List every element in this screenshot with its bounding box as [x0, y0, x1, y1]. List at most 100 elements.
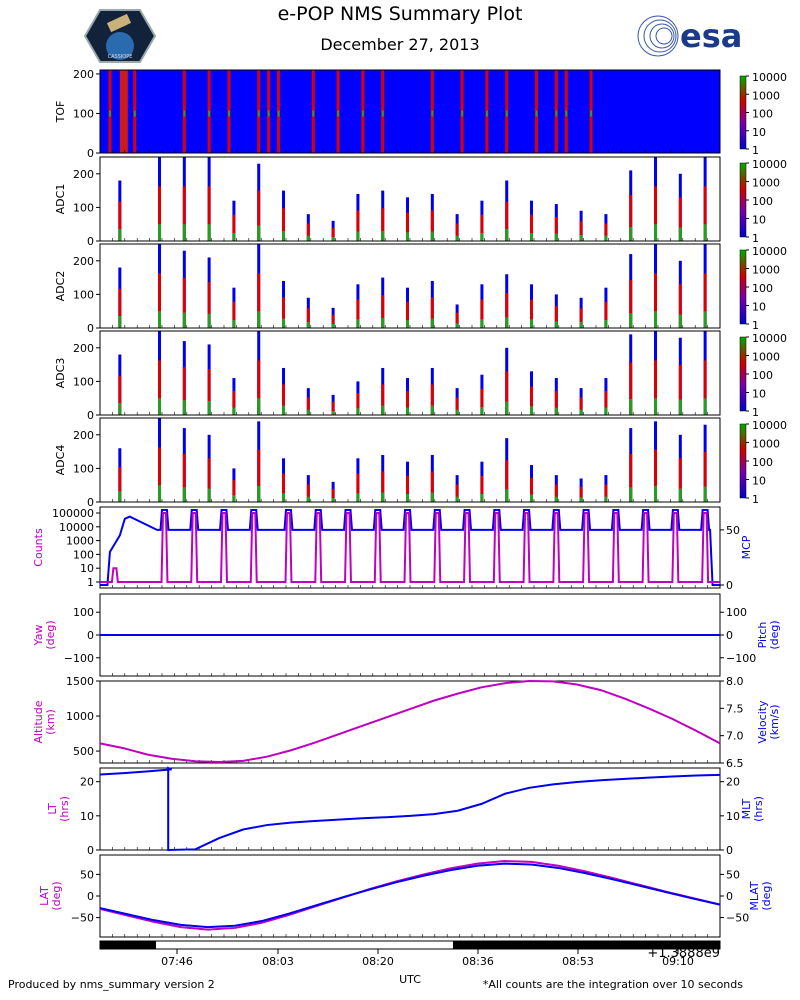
adc-burst-red — [703, 186, 707, 241]
adc-burst-green — [703, 398, 707, 415]
pitch-tick-label: 100 — [726, 606, 747, 619]
adc-burst-red — [381, 471, 385, 502]
adc-burst-red — [678, 197, 682, 241]
velocity-axis-label: Velocity(km/s) — [756, 700, 781, 744]
panel-frame-3 — [99, 330, 721, 416]
counts-axis-label: Counts — [32, 528, 45, 567]
adc-burst-green — [604, 407, 608, 415]
colorbar-label: 10000 — [752, 332, 787, 345]
adc-burst-red — [381, 384, 385, 415]
adc-burst-red — [257, 190, 261, 241]
colorbar-1: 10000 1000 100 10 1 — [739, 158, 787, 245]
adc-burst-red — [480, 214, 484, 241]
adc-burst-green — [480, 232, 484, 241]
y-tick-label: 0 — [87, 147, 94, 160]
adc-burst-green — [703, 486, 707, 502]
colorbar-strip — [739, 423, 747, 499]
tof-early-band — [119, 70, 128, 153]
adc-burst-green — [381, 230, 385, 241]
adc-burst-red — [455, 312, 459, 328]
adc-burst-green — [604, 496, 608, 502]
adc-burst-red — [654, 360, 658, 415]
adc-burst-red — [530, 299, 534, 328]
adc-burst-red — [207, 282, 211, 328]
adc-burst-green — [654, 398, 658, 415]
adc-burst-green — [232, 232, 236, 241]
mlat-tick-label: 0 — [726, 890, 733, 903]
adc-burst-green — [703, 224, 707, 241]
yaw-tick-label: −100 — [64, 652, 94, 665]
adc-burst-red — [118, 467, 122, 502]
counts-tick-label: 10000 — [59, 521, 94, 534]
lt-tick-label: 10 — [80, 810, 94, 823]
adc-burst-green — [331, 410, 335, 415]
mlat-tick-label: −50 — [726, 912, 749, 925]
adc-burst-green — [306, 235, 310, 241]
adc-burst-green — [530, 494, 534, 502]
adc-burst-green — [554, 321, 558, 328]
adc-burst-red — [306, 308, 310, 328]
adc-burst-green — [406, 407, 410, 415]
adc-burst-green — [530, 232, 534, 241]
counts-tick-label: 1000 — [66, 535, 94, 548]
adc-burst-green — [207, 313, 211, 328]
velocity-tick-label: 7.5 — [726, 702, 744, 715]
adc-burst-green — [356, 319, 360, 328]
adc-burst-red — [356, 473, 360, 502]
adc-burst-red — [182, 277, 186, 328]
adc-burst-green — [118, 228, 122, 241]
adc-burst-red — [703, 360, 707, 415]
adc-burst-green — [356, 408, 360, 415]
adc-burst-green — [480, 319, 484, 328]
adc-burst-green — [118, 315, 122, 328]
panel-frame-9 — [99, 854, 721, 938]
adc-burst-green — [182, 224, 186, 241]
adc-burst-red — [331, 488, 335, 502]
tof-burst-green — [431, 110, 434, 117]
tof-burst-green — [277, 110, 280, 117]
adc-burst-red — [331, 401, 335, 415]
adc-burst-red — [182, 453, 186, 502]
adc-burst-green — [306, 409, 310, 415]
adc-burst-red — [554, 484, 558, 502]
counts-line — [100, 512, 720, 583]
page-title: e-POP NMS Summary Plot — [278, 3, 523, 25]
adc-burst-green — [207, 488, 211, 502]
y-tick-label: 200 — [73, 68, 94, 81]
adc-burst-red — [579, 397, 583, 415]
adc-burst-red — [257, 273, 261, 328]
adc-burst-green — [505, 401, 509, 415]
adc-burst-green — [118, 402, 122, 415]
adc-burst-green — [455, 323, 459, 328]
esa-logo-icon: esa — [637, 15, 742, 57]
adc-burst-green — [158, 224, 162, 241]
mlt-tick-label: 20 — [726, 776, 740, 789]
adc-burst-red — [703, 273, 707, 328]
adc-burst-red — [554, 216, 558, 241]
adc-burst-green — [678, 488, 682, 502]
adc-burst-red — [306, 223, 310, 241]
y-axis-label-ADC1: ADC1 — [54, 184, 67, 215]
adc-burst-green — [381, 492, 385, 502]
colorbar-label: 1000 — [752, 177, 780, 190]
altitude-tick-label: 500 — [73, 745, 94, 758]
velocity-tick-label: 7.0 — [726, 730, 744, 743]
adc-burst-green — [654, 485, 658, 502]
footer-version: Produced by nms_summary version 2 — [8, 978, 215, 991]
altitude-line — [99, 679, 721, 763]
colorbar-label: 10000 — [752, 245, 787, 258]
adc-burst-green — [282, 405, 286, 415]
adc-burst-red — [678, 284, 682, 328]
colorbar-label: 1 — [752, 406, 759, 419]
lat-line — [99, 860, 721, 931]
adc-burst-green — [455, 409, 459, 415]
adc-burst-green — [604, 319, 608, 328]
altitude-tick-label: 1000 — [66, 710, 94, 723]
mlat-tick-label: 50 — [726, 868, 740, 881]
adc-burst-red — [158, 447, 162, 502]
x-offset-label: +1.3888e9 — [647, 946, 720, 961]
adc-burst-red — [579, 221, 583, 241]
y-tick-label: 200 — [73, 255, 94, 268]
adc-burst-green — [331, 497, 335, 502]
